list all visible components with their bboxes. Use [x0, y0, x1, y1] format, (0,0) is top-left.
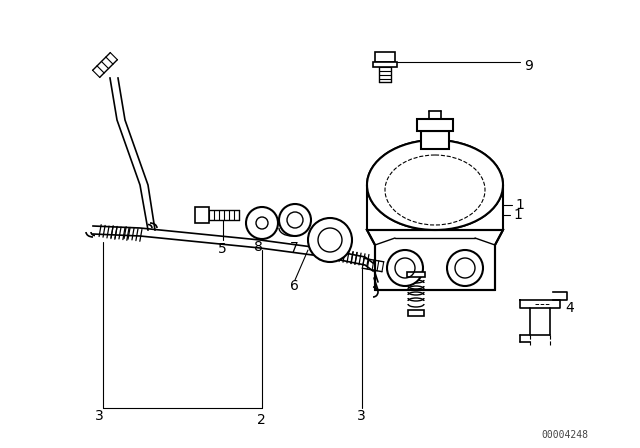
Bar: [417, 119, 453, 131]
Circle shape: [246, 207, 278, 239]
Ellipse shape: [367, 140, 503, 230]
Text: 8: 8: [254, 240, 263, 254]
Text: 4: 4: [565, 301, 573, 315]
Circle shape: [279, 204, 311, 236]
Circle shape: [387, 250, 423, 286]
Text: 3: 3: [95, 409, 104, 423]
Text: 1: 1: [515, 198, 524, 212]
Bar: [407, 272, 425, 277]
Circle shape: [447, 250, 483, 286]
Bar: [375, 52, 395, 62]
Text: 9: 9: [524, 59, 533, 73]
Bar: [421, 131, 449, 149]
Text: 6: 6: [290, 279, 299, 293]
Bar: [408, 310, 424, 316]
Text: 3: 3: [357, 409, 365, 423]
Polygon shape: [367, 230, 503, 290]
Text: 1: 1: [513, 208, 522, 222]
Text: 7: 7: [290, 241, 299, 255]
Bar: [373, 62, 397, 67]
Text: 00004248: 00004248: [541, 430, 589, 440]
Bar: [195, 207, 209, 223]
Text: 5: 5: [218, 242, 227, 256]
Circle shape: [308, 218, 352, 262]
Text: 2: 2: [257, 413, 266, 427]
